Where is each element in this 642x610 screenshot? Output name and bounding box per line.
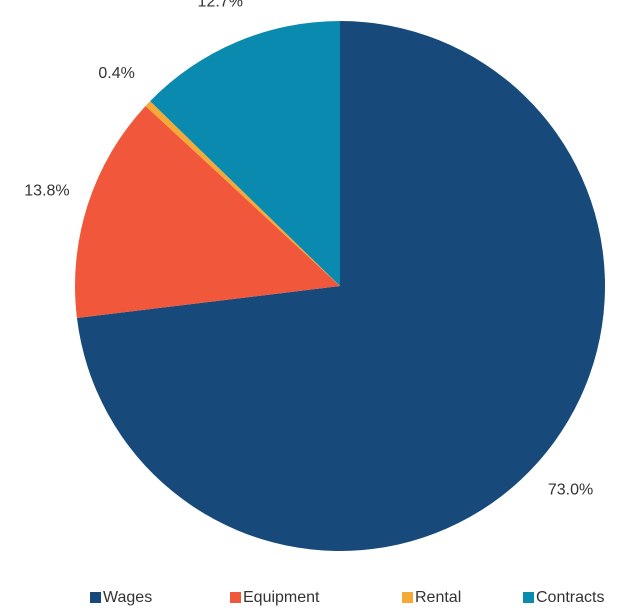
pie-slice: [75, 105, 340, 319]
pie-slice: [150, 20, 340, 286]
legend-label: Contracts: [536, 589, 604, 606]
legend-swatch: [230, 592, 241, 603]
legend-label: Rental: [415, 589, 461, 606]
legend-swatch: [402, 592, 413, 603]
data-label: 12.7%: [198, 0, 243, 10]
data-label: 13.8%: [24, 182, 69, 199]
legend-label: Wages: [103, 589, 152, 606]
data-label: 73.0%: [548, 481, 593, 498]
pie-slice: [145, 101, 340, 287]
data-label: 0.4%: [98, 65, 134, 82]
legend-swatch: [523, 592, 534, 603]
legend-label: Equipment: [243, 589, 320, 606]
pie-slice: [76, 21, 605, 552]
legend-swatch: [90, 592, 101, 603]
